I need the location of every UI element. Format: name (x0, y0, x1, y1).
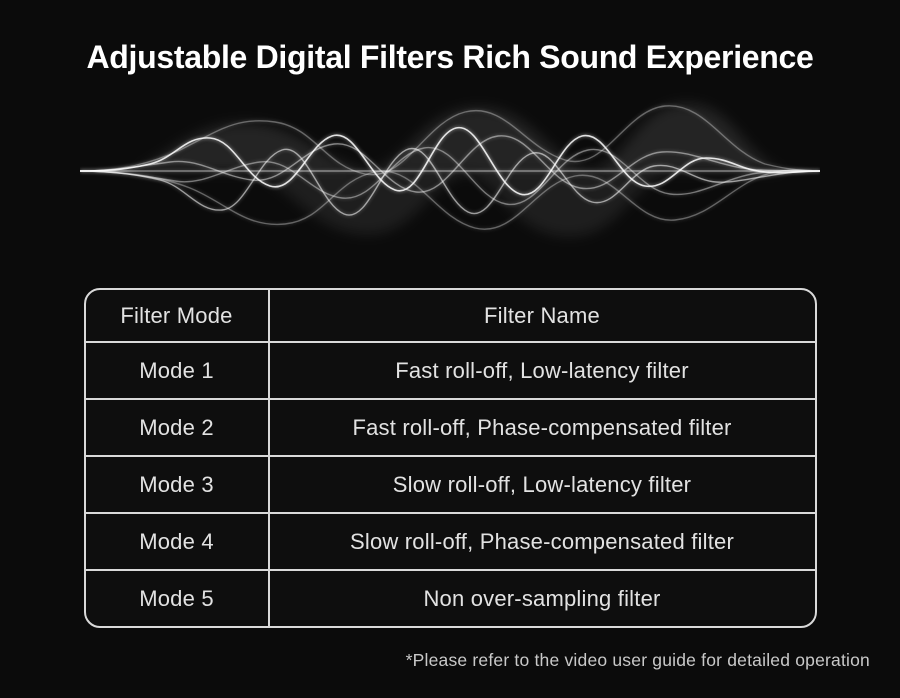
filter-mode-cell: Mode 2 (85, 400, 270, 457)
filter-mode-cell: Mode 3 (85, 457, 270, 514)
footnote: *Please refer to the video user guide fo… (405, 650, 870, 670)
sound-wave-svg (80, 103, 820, 236)
filter-mode-header: Filter Mode (85, 290, 270, 343)
filter-name-cell: Slow roll-off, Phase-compensated filter (269, 514, 815, 571)
table-row: Mode 5 Non over-sampling filter (86, 571, 815, 626)
table-header-row: Filter Mode Filter Name (85, 290, 815, 343)
table-row: Mode 4 Slow roll-off, Phase-compensated … (85, 514, 815, 571)
sound-wave-graphic (80, 86, 820, 256)
filter-name-cell: Fast roll-off, Low-latency filter (269, 343, 815, 400)
filter-mode-cell: Mode 1 (85, 343, 270, 400)
filter-table: Filter Mode Filter Name Mode 1 Fast roll… (83, 288, 817, 628)
filter-name-cell: Fast roll-off, Phase-compensated filter (269, 400, 815, 457)
table-row: Mode 3 Slow roll-off, Low-latency filter (85, 457, 815, 514)
filter-mode-cell: Mode 4 (85, 514, 270, 571)
filter-name-cell: Non over-sampling filter (423, 585, 661, 611)
table-row: Mode 2 Fast roll-off, Phase-compensated … (85, 400, 815, 457)
filter-name-header: Filter Name (269, 290, 815, 343)
filter-mode-cell: Mode 5 (86, 571, 270, 626)
page-title: Adjustable Digital Filters Rich Sound Ex… (86, 39, 814, 75)
table-row: Mode 1 Fast roll-off, Low-latency filter (85, 343, 815, 400)
filter-name-cell: Slow roll-off, Low-latency filter (269, 457, 815, 514)
